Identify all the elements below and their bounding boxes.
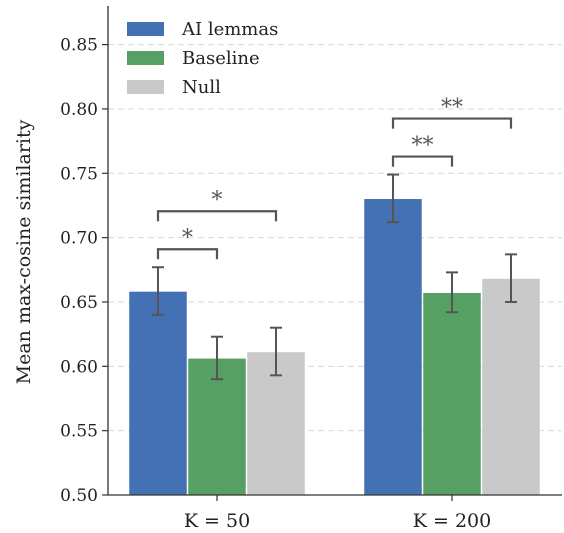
bar bbox=[482, 278, 540, 495]
significance-bracket bbox=[391, 117, 513, 129]
error-bars bbox=[152, 173, 517, 381]
significance-label: * bbox=[182, 226, 193, 251]
y-tick-label: 0.60 bbox=[60, 357, 98, 377]
significance-brackets: ****** bbox=[156, 96, 513, 260]
y-tick-label: 0.50 bbox=[60, 486, 98, 506]
y-axis-label: Mean max-cosine similarity bbox=[13, 119, 35, 384]
significance-label: ** bbox=[441, 96, 463, 121]
legend-label: Baseline bbox=[182, 48, 260, 69]
significance-label: ** bbox=[412, 134, 434, 159]
significance-bracket bbox=[156, 248, 219, 260]
significance-bracket bbox=[391, 155, 454, 167]
x-tick-label: K = 50 bbox=[184, 510, 250, 532]
y-tick-label: 0.85 bbox=[60, 36, 98, 56]
y-tick-label: 0.75 bbox=[60, 164, 98, 184]
legend-label: Null bbox=[182, 77, 221, 98]
legend-swatch bbox=[127, 22, 164, 36]
axes: 0.50 0.55 0.60 0.65 0.70 0.75 0.80 0.85 K = 50 K … bbox=[60, 6, 562, 532]
x-tick-label: K = 200 bbox=[413, 510, 491, 532]
legend-label: AI lemmas bbox=[181, 19, 278, 40]
legend-swatch bbox=[127, 51, 164, 65]
legend: AI lemmas Baseline Null bbox=[127, 19, 278, 98]
y-tick-label: 0.65 bbox=[60, 293, 98, 313]
y-tick-label: 0.55 bbox=[60, 422, 98, 442]
bar bbox=[423, 292, 481, 495]
bar bbox=[364, 199, 422, 496]
y-tick-label: 0.80 bbox=[60, 100, 98, 120]
y-tick-label: 0.70 bbox=[60, 229, 98, 249]
bar bbox=[188, 358, 246, 495]
significance-bracket bbox=[156, 210, 278, 222]
legend-swatch bbox=[127, 80, 164, 94]
significance-label: * bbox=[212, 188, 223, 213]
bars bbox=[129, 199, 540, 496]
bar bbox=[129, 291, 187, 495]
